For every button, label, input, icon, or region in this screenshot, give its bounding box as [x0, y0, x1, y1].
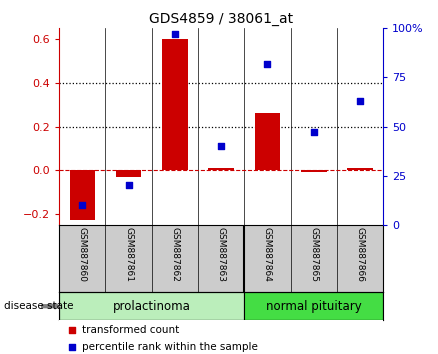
Bar [301, 170, 326, 172]
Bar [347, 168, 373, 170]
Bar [162, 39, 187, 170]
Point [79, 202, 86, 208]
Text: GSM887866: GSM887866 [356, 228, 364, 282]
Text: GSM887863: GSM887863 [217, 228, 226, 282]
Text: GSM887864: GSM887864 [263, 228, 272, 282]
Point [264, 61, 271, 67]
Text: disease state: disease state [4, 301, 74, 311]
Point [357, 98, 364, 104]
Text: GSM887861: GSM887861 [124, 228, 133, 282]
Bar [70, 170, 95, 221]
Bar [255, 113, 280, 170]
Point [218, 143, 225, 149]
Text: GSM887860: GSM887860 [78, 228, 87, 282]
Text: GSM887865: GSM887865 [309, 228, 318, 282]
Text: GSM887862: GSM887862 [170, 228, 180, 282]
Text: percentile rank within the sample: percentile rank within the sample [82, 342, 258, 352]
Point [125, 183, 132, 188]
Point [69, 344, 76, 349]
Bar [244, 292, 383, 320]
Text: transformed count: transformed count [82, 325, 179, 335]
Point [171, 32, 178, 37]
Text: prolactinoma: prolactinoma [113, 300, 191, 313]
Text: normal pituitary: normal pituitary [266, 300, 362, 313]
Title: GDS4859 / 38061_at: GDS4859 / 38061_at [149, 12, 293, 26]
Bar [116, 170, 141, 177]
Point [69, 327, 76, 333]
Bar [208, 168, 234, 170]
Point [310, 130, 317, 135]
Bar [59, 292, 244, 320]
